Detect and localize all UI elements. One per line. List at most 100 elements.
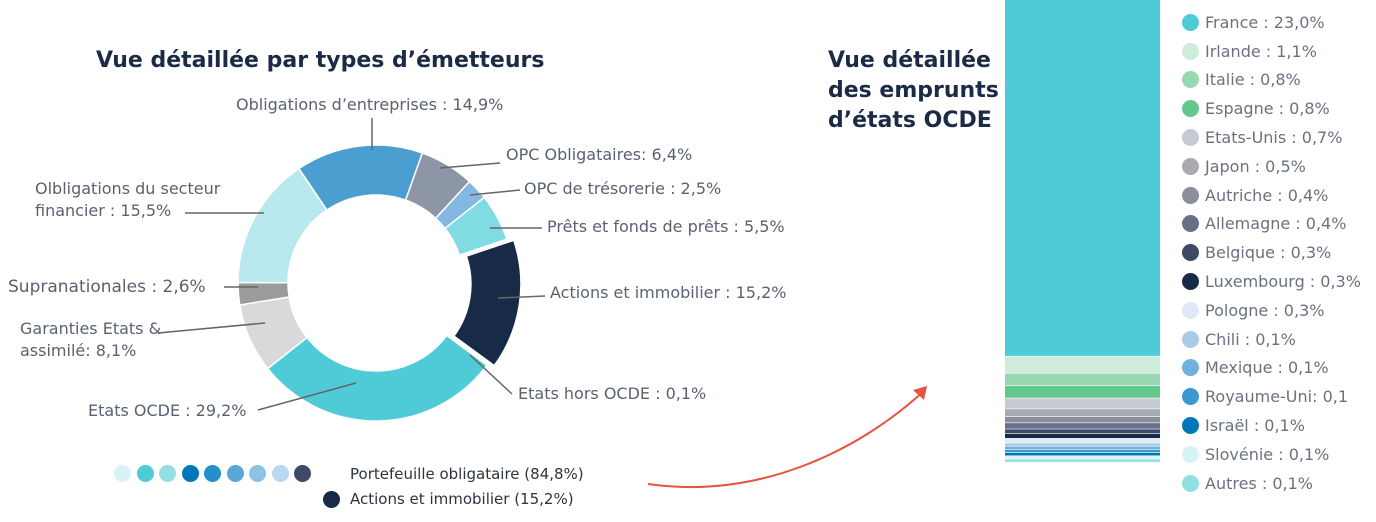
bar-legend-item: Chili : 0,1% [1182, 325, 1361, 354]
label-prets: Prêts et fonds de prêts : 5,5% [547, 217, 785, 236]
bar-legend-item: Allemagne : 0,4% [1182, 210, 1361, 239]
legend-dot [294, 465, 311, 482]
bar-segment [1005, 398, 1160, 409]
bar-segment [1005, 416, 1160, 423]
bar-legend-item: France : 23,0% [1182, 8, 1361, 37]
bar-segment [1005, 373, 1160, 386]
legend-dot [114, 465, 131, 482]
legend-dot [1182, 417, 1199, 435]
label-opc-oblig: OPC Obligataires: 6,4% [506, 145, 693, 164]
bar-legend-item: Irlande : 1,1% [1182, 37, 1361, 66]
bar-segment [1005, 443, 1160, 446]
legend-dot [1182, 71, 1199, 89]
bar-legend: France : 23,0% Irlande : 1,1% Italie : 0,8… [1182, 8, 1361, 498]
legend-actions: Actions et immobilier (15,2%) [350, 490, 574, 508]
donut-chart [237, 144, 522, 422]
label-supranationales: Supranationales : 2,6% [8, 277, 206, 297]
bar-segment [1005, 356, 1160, 373]
legend-dot [1182, 388, 1199, 406]
legend-dot [1182, 301, 1199, 319]
bar-segment [1005, 446, 1160, 450]
bar-segment [1005, 385, 1160, 398]
legend-dot [159, 465, 176, 482]
bar-legend-item: Belgique : 0,3% [1182, 238, 1361, 267]
legend-dot [1182, 13, 1199, 31]
legend-label: Pologne : 0,3% [1205, 300, 1325, 320]
legend-dots-obligataire [114, 465, 311, 482]
legend-label: Belgique : 0,3% [1205, 243, 1332, 263]
bar-legend-item: Autriche : 0,4% [1182, 181, 1361, 210]
bar-segment [1005, 452, 1160, 456]
legend-dot [1182, 330, 1199, 348]
bar-legend-item: Espagne : 0,8% [1182, 94, 1361, 123]
legend-label: Irlande : 1,1% [1205, 41, 1317, 61]
legend-dot [181, 465, 199, 482]
legend-dot [204, 465, 221, 482]
bar-segment [1005, 423, 1160, 429]
bar-segment [1005, 438, 1160, 443]
legend-label: Mexique : 0,1% [1205, 358, 1329, 378]
label-entreprises: Obligations d’entreprises : 14,9% [236, 95, 504, 114]
label-actions: Actions et immobilier : 15,2% [550, 283, 787, 302]
bar-legend-item: Royaume-Uni: 0,1 [1182, 382, 1361, 411]
bar-legend-item: Japon : 0,5% [1182, 152, 1361, 181]
legend-dot [1182, 157, 1199, 175]
legend-label: Japon : 0,5% [1205, 156, 1306, 176]
legend-label: Italie : 0,8% [1205, 70, 1301, 90]
bar-legend-item: Mexique : 0,1% [1182, 354, 1361, 383]
legend-label: Slovénie : 0,1% [1205, 444, 1330, 464]
donut-slice [237, 167, 328, 284]
stacked-bar [1005, 0, 1160, 462]
legend-label: Luxembourg : 0,3% [1205, 272, 1361, 292]
label-opc-tresorerie: OPC de trésorerie : 2,5% [524, 179, 722, 198]
legend-dot [1182, 474, 1199, 492]
legend-dot [1182, 215, 1199, 233]
legend-label: France : 23,0% [1205, 12, 1325, 32]
legend-dot [1182, 42, 1199, 60]
legend-label: Chili : 0,1% [1205, 329, 1296, 349]
legend-label: Autres : 0,1% [1205, 473, 1313, 493]
legend-label: Autriche : 0,4% [1205, 185, 1329, 205]
bar-segment [1005, 409, 1160, 417]
donut-slice [266, 334, 488, 422]
bar-title: Vue détaillée des emprunts d’états OCDE [828, 48, 999, 133]
legend-label: Israël : 0,1% [1205, 416, 1305, 436]
donut-slice [452, 239, 522, 367]
donut-title: Vue détaillée par types d’émetteurs [96, 48, 545, 73]
legend-dot-actions [323, 491, 340, 508]
bar-segment [1005, 459, 1160, 462]
legend-dot [1182, 129, 1199, 147]
legend-dot [271, 465, 289, 482]
legend-dot [1182, 359, 1199, 377]
legend-label: Etats-Unis : 0,7% [1205, 128, 1343, 148]
label-hors-ocde: Etats hors OCDE : 0,1% [518, 384, 707, 403]
bar-segment [1005, 429, 1160, 434]
bar-legend-item: Etats-Unis : 0,7% [1182, 123, 1361, 152]
bar-segment [1005, 449, 1160, 453]
legend-label: Allemagne : 0,4% [1205, 214, 1347, 234]
legend-obligataire: Portefeuille obligataire (84,8%) [350, 465, 584, 483]
legend-dot [1182, 100, 1199, 118]
legend-dot [1182, 244, 1199, 262]
label-etats-ocde: Etats OCDE : 29,2% [88, 401, 247, 420]
bar-segment [1005, 434, 1160, 439]
legend-dot [1182, 445, 1199, 463]
legend-label: Espagne : 0,8% [1205, 99, 1330, 119]
legend-dot [226, 465, 244, 482]
bar-legend-item: Pologne : 0,3% [1182, 296, 1361, 325]
bar-legend-item: Israël : 0,1% [1182, 411, 1361, 440]
bar-legend-item: Luxembourg : 0,3% [1182, 267, 1361, 296]
bar-legend-item: Autres : 0,1% [1182, 469, 1361, 498]
legend-dot [1182, 273, 1199, 291]
leader-lines [157, 118, 927, 488]
bar-segment [1005, 456, 1160, 459]
bar-legend-item: Slovénie : 0,1% [1182, 440, 1361, 469]
legend-label: Royaume-Uni: 0,1 [1205, 387, 1349, 407]
label-financier: Olbligations du secteur financier : 15,5… [35, 179, 221, 220]
legend-dot [249, 465, 266, 482]
bar-segment [1005, 0, 1160, 356]
donut-slice [443, 196, 508, 256]
legend-dot [136, 465, 154, 482]
bar-legend-item: Italie : 0,8% [1182, 66, 1361, 95]
